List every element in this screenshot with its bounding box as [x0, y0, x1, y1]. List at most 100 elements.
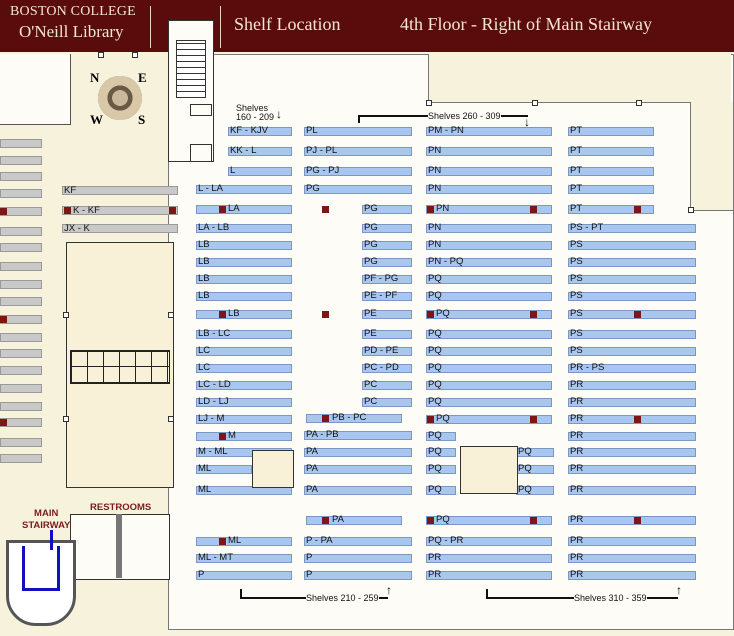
post-marker — [634, 416, 641, 423]
shelf-label: PS — [570, 239, 583, 250]
shelf-label: P — [306, 552, 313, 563]
shelf — [0, 333, 42, 342]
shelf — [0, 280, 42, 289]
shelf — [568, 330, 696, 339]
shelf-label: PQ — [518, 446, 532, 457]
shelf-label: PM - PN — [428, 125, 464, 136]
shelf — [426, 432, 456, 441]
post-marker — [427, 206, 434, 213]
shelf — [228, 147, 292, 156]
shelf — [426, 537, 552, 546]
post-marker — [219, 311, 226, 318]
shelf-label: PG - PJ — [306, 165, 340, 176]
shelf — [0, 172, 42, 181]
shelf — [362, 275, 412, 284]
shelf — [304, 185, 412, 194]
shelf-label: PQ — [428, 446, 442, 457]
shelf — [196, 465, 252, 474]
stair-well — [6, 540, 76, 626]
shelf-label: LB — [228, 308, 240, 319]
compass-north: N — [90, 70, 100, 85]
shelf-label: PQ — [428, 362, 442, 373]
shelf-label: PE - PF — [364, 290, 398, 301]
shelf-label: PR — [428, 552, 442, 563]
shelf-label: ML — [228, 535, 242, 546]
shelf-label: PS - PT — [570, 222, 604, 233]
shelf — [568, 127, 654, 136]
shelf — [0, 366, 42, 375]
shelf-label: PE — [364, 328, 377, 339]
shelf-label: PS — [570, 256, 583, 267]
node — [688, 207, 694, 213]
post-marker — [530, 517, 537, 524]
shelf-label: PR - PS — [570, 362, 605, 373]
guide-line — [486, 589, 488, 599]
shelf — [62, 206, 178, 215]
shelf-label: ML - MT — [198, 552, 234, 563]
shelf-label: PA - PB — [306, 429, 339, 440]
shelf-label: L - LA — [198, 183, 223, 194]
shelf-label: PS — [570, 328, 583, 339]
outer-corridor — [690, 102, 733, 211]
shelf — [196, 241, 292, 250]
shelf — [426, 167, 552, 176]
shelf — [304, 554, 412, 563]
shelf-label: PR — [570, 396, 584, 407]
shelf — [362, 330, 412, 339]
shelf-label: PG — [364, 222, 378, 233]
shelf-label: LA - LB — [198, 222, 230, 233]
page-title: Shelf Location — [234, 14, 341, 34]
post-marker — [427, 311, 434, 318]
shelf-label: PG — [364, 239, 378, 250]
shelves-310-359: Shelves 310 - 359 — [574, 593, 647, 603]
shelf — [426, 205, 552, 214]
shelf — [196, 398, 292, 407]
shelf — [568, 381, 696, 390]
post-marker — [219, 538, 226, 545]
shelves-160-209: Shelves 160 - 209 — [236, 103, 275, 122]
outer-corridor — [428, 54, 731, 103]
shelf-label: PR — [570, 430, 584, 441]
shelf — [568, 432, 696, 441]
shelf-label: PQ — [428, 463, 442, 474]
shelf — [362, 310, 412, 319]
shelf-label: PB - PC — [332, 412, 367, 423]
shelf — [568, 185, 654, 194]
shelf — [304, 127, 412, 136]
shelf-label: PQ — [428, 273, 442, 284]
post-marker — [219, 433, 226, 440]
shelf — [228, 127, 292, 136]
shelf — [426, 448, 456, 457]
shelf — [0, 156, 42, 165]
node — [132, 52, 138, 58]
shelf — [362, 398, 412, 407]
elevator — [190, 144, 212, 162]
shelf — [362, 347, 412, 356]
shelf — [196, 554, 292, 563]
shelf-label: PQ — [428, 328, 442, 339]
shelf — [196, 381, 292, 390]
shelf-label: PR — [570, 413, 584, 424]
shelf-label: PN — [428, 222, 442, 233]
shelf — [304, 537, 412, 546]
room-nw — [0, 54, 71, 125]
shelves-210-259: Shelves 210 - 259 — [306, 593, 379, 603]
shelf-label: KF — [64, 185, 77, 196]
restrooms-label: RESTROOMS — [90, 502, 152, 513]
post-marker — [634, 206, 641, 213]
shelf-label: PQ — [436, 514, 450, 525]
shelf — [304, 167, 412, 176]
shelf-label: PC — [364, 379, 378, 390]
shelf — [362, 205, 412, 214]
shelf — [62, 224, 178, 233]
shelf — [0, 454, 42, 463]
down-arrow-icon: ↓ — [524, 115, 530, 129]
shelf — [426, 292, 552, 301]
shelf — [196, 537, 292, 546]
shelf — [568, 537, 696, 546]
shelf — [362, 364, 412, 373]
shelf — [568, 448, 696, 457]
shelf-label: P - PA — [306, 535, 333, 546]
stair-path — [22, 546, 60, 591]
shelf — [0, 227, 42, 236]
